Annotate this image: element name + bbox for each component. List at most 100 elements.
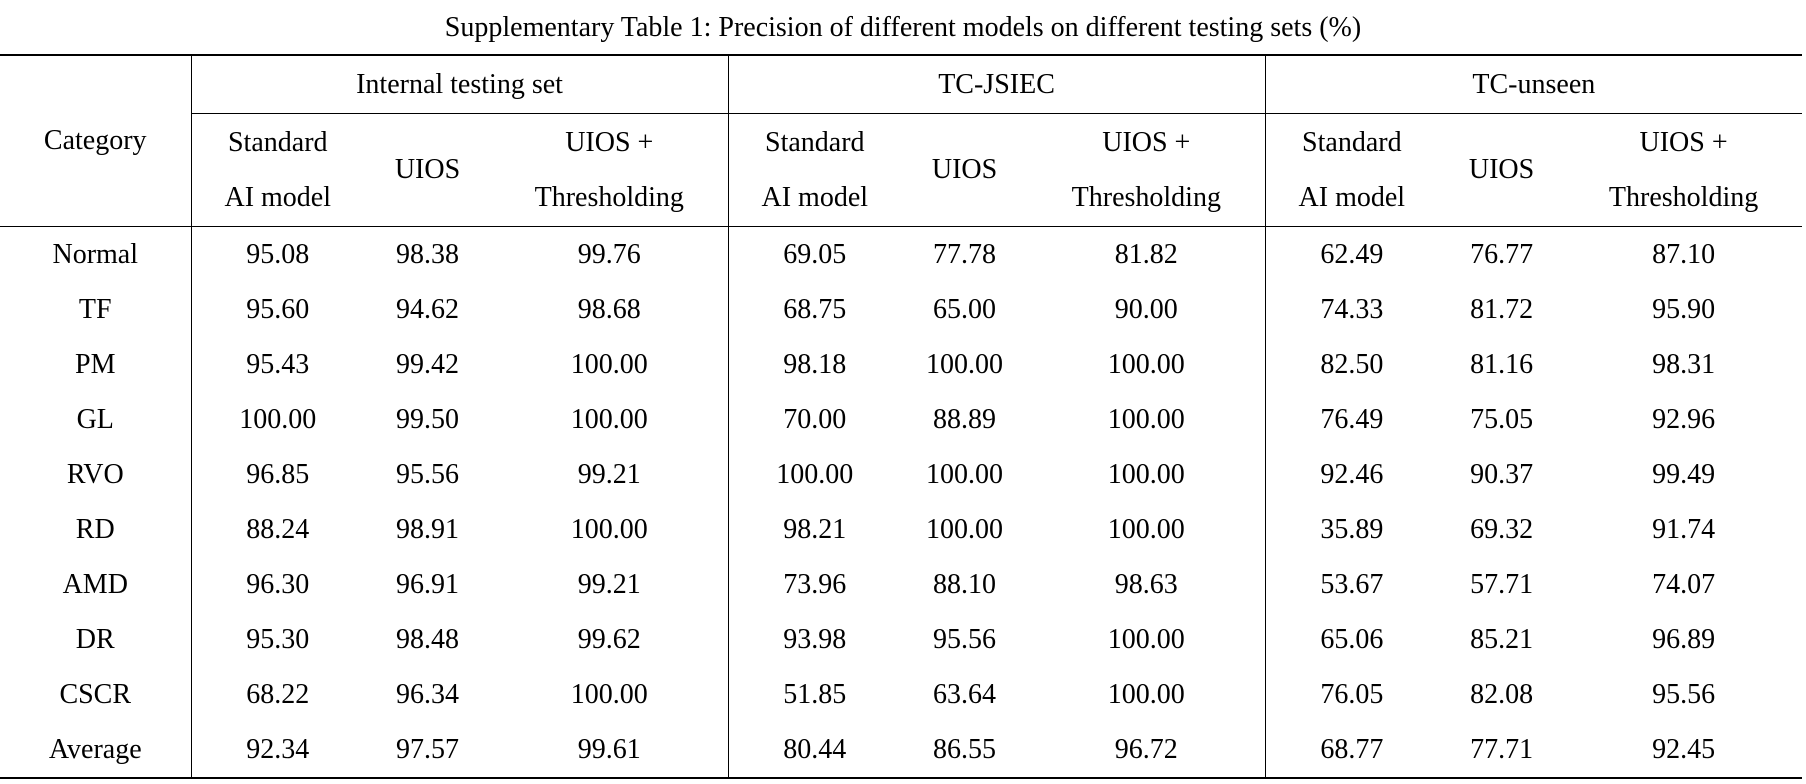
- column-header-line: UIOS: [1468, 154, 1535, 185]
- table-title: Supplementary Table 1: Precision of diff…: [444, 12, 1362, 43]
- value-cell: 98.31: [1652, 348, 1716, 380]
- value-cell: 76.77: [1470, 238, 1534, 270]
- value-cell: 92.34: [190, 722, 364, 779]
- group-header-row: Category Internal testing set TC-JSIEC TC-u…: [0, 54, 1803, 227]
- value-cell: 93.98: [727, 612, 902, 667]
- column-header-line: UIOS: [931, 154, 998, 185]
- value-cell: 95.56: [1652, 678, 1716, 710]
- value-cell: 98.38: [396, 238, 459, 270]
- value-cell: 81.82: [1114, 238, 1178, 270]
- category-cell: GL: [76, 403, 114, 435]
- value-cell: 68.75: [727, 282, 902, 337]
- group-header: Internal testing set: [190, 54, 729, 114]
- value-cell: 76.05: [1264, 667, 1439, 722]
- value-cell: 95.56: [396, 458, 459, 490]
- data-row: Average 92.34 97.57 99.61 80.44 86.55 96.72 68.…: [0, 722, 1803, 779]
- value-cell: 74.33: [1264, 282, 1439, 337]
- value-cell: 96.85: [190, 447, 364, 502]
- data-row: CSCR 68.22 96.34 100.00 51.85 63.64 100.00 76.0…: [0, 667, 1802, 722]
- value-cell: 70.00: [727, 392, 902, 447]
- category-cell: Average: [0, 722, 191, 779]
- value-cell: 95.08: [190, 226, 364, 282]
- value-cell: 68.22: [190, 667, 364, 722]
- value-cell: 100.00: [570, 513, 648, 545]
- value-cell: 96.72: [1028, 722, 1266, 779]
- data-row: RD 88.24 98.91 100.00 98.21 100.00 100.00 35.89…: [0, 502, 1802, 557]
- value-cell: 100.00: [926, 458, 1004, 490]
- value-cell: 99.76: [577, 238, 641, 270]
- value-cell: 100.00: [1107, 678, 1185, 710]
- value-cell: 95.43: [190, 337, 364, 392]
- value-cell: 65.00: [933, 293, 997, 325]
- value-cell: 88.10: [933, 568, 997, 600]
- value-cell: 100.00: [190, 392, 364, 447]
- value-cell: 100.00: [1107, 458, 1185, 490]
- value-cell: 98.68: [577, 293, 641, 325]
- value-cell: 95.30: [190, 612, 364, 667]
- column-header-line: UIOS +: [1639, 127, 1728, 158]
- value-cell: 96.89: [1652, 623, 1716, 655]
- data-row: Normal 95.08 98.38 99.76 69.05 77.78 81.82 62.4…: [0, 226, 1802, 282]
- value-cell: 98.63: [1114, 568, 1178, 600]
- value-cell: 100.00: [727, 447, 902, 502]
- value-cell: 69.05: [727, 226, 902, 282]
- column-header-line: Thresholding: [1071, 182, 1221, 213]
- category-cell: Normal: [52, 238, 139, 270]
- value-cell: 85.21: [1470, 623, 1534, 655]
- column-header: Standard AI model: [727, 113, 902, 227]
- value-cell: 75.05: [1470, 403, 1534, 435]
- value-cell: 86.55: [901, 722, 1029, 779]
- value-cell: 91.74: [1652, 513, 1716, 545]
- value-cell: 100.00: [570, 348, 648, 380]
- group-header: TC-unseen: [1264, 54, 1803, 114]
- corner-header: Category: [0, 54, 191, 227]
- value-cell: 62.49: [1264, 226, 1439, 282]
- value-cell: 100.00: [570, 678, 648, 710]
- value-cell: 96.91: [396, 568, 459, 600]
- value-cell: 57.71: [1470, 568, 1534, 600]
- value-cell: 100.00: [926, 348, 1004, 380]
- column-header-line: Standard: [765, 127, 865, 158]
- value-cell: 92.45: [1565, 722, 1803, 779]
- value-cell: 98.18: [727, 337, 902, 392]
- value-cell: 99.42: [396, 348, 459, 380]
- value-cell: 99.61: [491, 722, 729, 779]
- value-cell: 80.44: [727, 722, 902, 779]
- value-cell: 100.00: [1107, 513, 1185, 545]
- column-header-line: AI model: [1298, 182, 1406, 213]
- value-cell: 69.32: [1470, 513, 1534, 545]
- value-cell: 99.62: [577, 623, 641, 655]
- column-header-line: Thresholding: [534, 182, 684, 213]
- column-header-line: Standard: [1302, 127, 1402, 158]
- category-cell: RVO: [66, 458, 124, 490]
- category-cell: CSCR: [59, 678, 132, 710]
- category-cell: PM: [75, 348, 116, 380]
- value-cell: 81.16: [1470, 348, 1534, 380]
- column-header: UIOS + Thresholding: [1028, 113, 1266, 227]
- data-row: DR 95.30 98.48 99.62 93.98 95.56 100.00 65.06 85…: [0, 612, 1802, 667]
- value-cell: 97.57: [364, 722, 491, 779]
- value-cell: 100.00: [1107, 623, 1185, 655]
- value-cell: 35.89: [1264, 502, 1439, 557]
- value-cell: 68.77: [1264, 722, 1439, 779]
- value-cell: 88.89: [933, 403, 997, 435]
- category-cell: AMD: [62, 568, 128, 600]
- sub-header-row: Standard AI model UIOS UIOS + Thresholding St…: [0, 113, 1803, 227]
- value-cell: 90.37: [1470, 458, 1534, 490]
- value-cell: 77.71: [1438, 722, 1566, 779]
- value-cell: 77.78: [933, 238, 997, 270]
- value-cell: 53.67: [1264, 557, 1439, 612]
- value-cell: 100.00: [926, 513, 1004, 545]
- value-cell: 99.21: [577, 458, 641, 490]
- column-header-line: Thresholding: [1608, 182, 1759, 213]
- value-cell: 74.07: [1652, 568, 1716, 600]
- group-header: TC-JSIEC: [727, 54, 1266, 114]
- value-cell: 73.96: [727, 557, 902, 612]
- value-cell: 63.64: [933, 678, 997, 710]
- column-header: UIOS + Thresholding: [491, 113, 729, 227]
- value-cell: 95.60: [190, 282, 364, 337]
- value-cell: 65.06: [1264, 612, 1439, 667]
- category-cell: RD: [75, 513, 115, 545]
- data-row: GL 100.00 99.50 100.00 70.00 88.89 100.00 76.49…: [0, 392, 1802, 447]
